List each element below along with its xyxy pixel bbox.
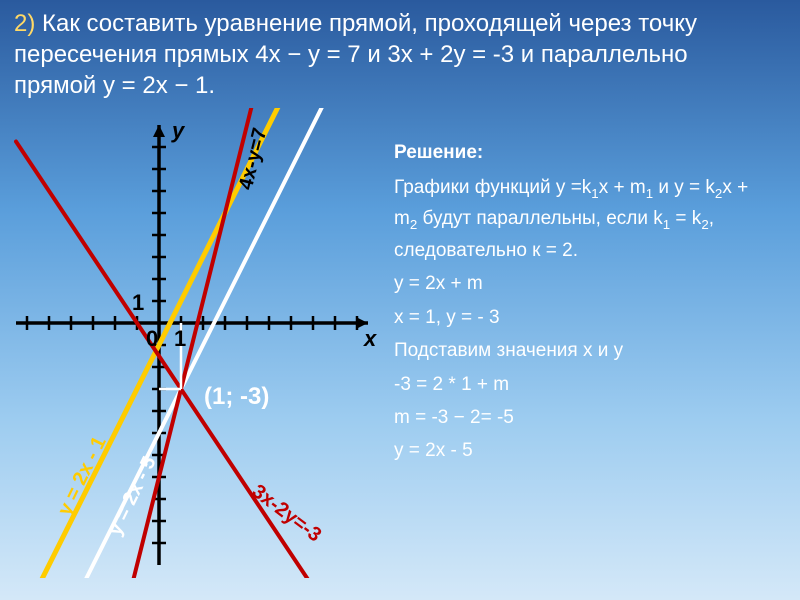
- solution-block: Решение: Графики функций y =k1x + m1 и y…: [384, 108, 786, 578]
- axis-label-y: y: [172, 118, 184, 144]
- solution-line: Графики функций y =k1x + m1 и y = k2x + …: [394, 173, 776, 265]
- problem-line3: прямой y = 2x − 1.: [14, 72, 215, 99]
- tick-1-x: 1: [174, 326, 186, 352]
- solution-line: -3 = 2 * 1 + m: [394, 370, 776, 399]
- problem-line1: Как составить уравнение прямой, проходящ…: [42, 10, 697, 37]
- origin-label: 0: [146, 326, 158, 352]
- solution-line: y = 2x - 5: [394, 436, 776, 465]
- solution-line: x = 1, y = - 3: [394, 303, 776, 332]
- solution-heading: Решение:: [394, 138, 776, 167]
- graph-container: y x 0 1 1 4x-y=73x-2y=-3y = 2x - 1y = 2x…: [14, 108, 384, 578]
- problem-statement: 2) Как составить уравнение прямой, прохо…: [0, 0, 800, 108]
- problem-number: 2): [14, 10, 35, 37]
- intersection-label: (1; -3): [204, 383, 269, 411]
- axis-label-x: x: [364, 326, 376, 352]
- solution-line: Подставим значения x и y: [394, 336, 776, 365]
- solution-line: y = 2x + m: [394, 269, 776, 298]
- solution-line: m = -3 − 2= -5: [394, 403, 776, 432]
- tick-1-y: 1: [132, 290, 144, 316]
- problem-line2: пересечения прямых 4x − y = 7 и 3x + 2y …: [14, 41, 688, 68]
